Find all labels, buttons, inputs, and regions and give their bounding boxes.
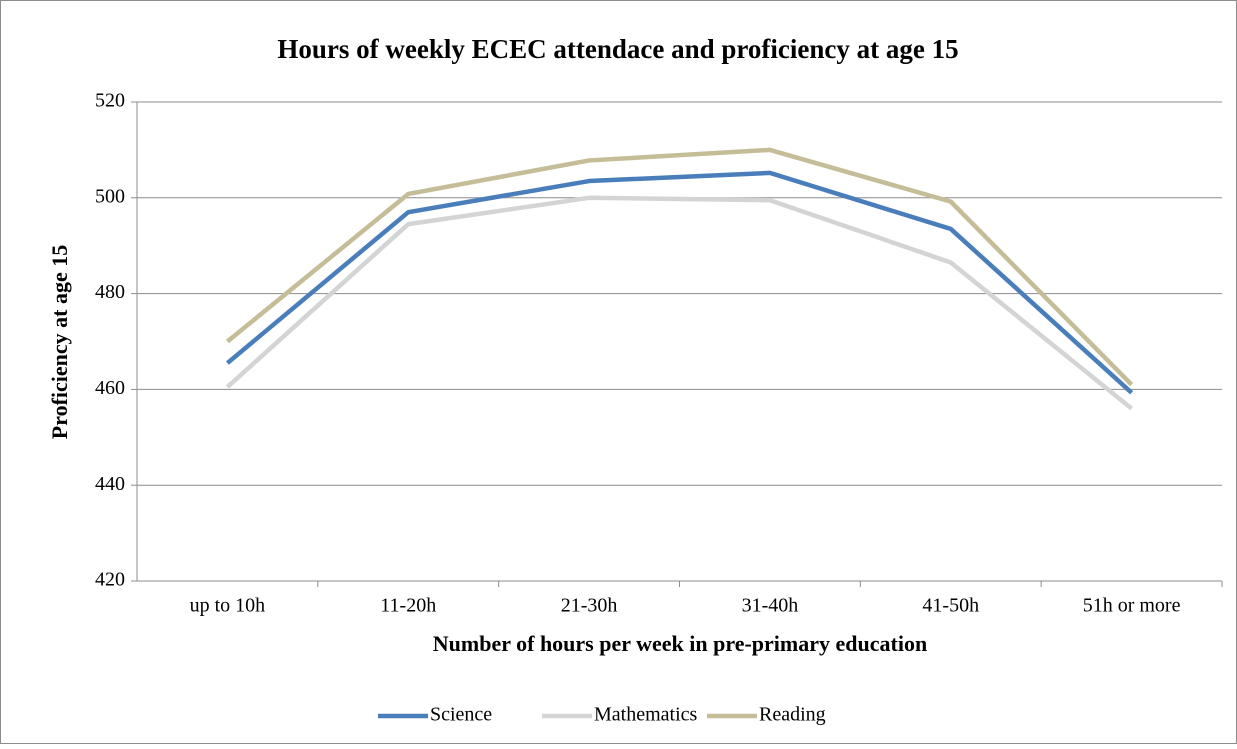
y-tick-label: 520 [95, 90, 125, 112]
y-tick-label: 480 [95, 281, 125, 303]
x-tick-label: 11-20h [380, 595, 436, 617]
y-tick-label: 500 [95, 185, 125, 207]
x-tick-label: 41-50h [922, 595, 979, 617]
y-tick-label: 420 [95, 569, 125, 591]
y-tick-label: 440 [95, 473, 125, 495]
series-line [225, 170, 1134, 395]
x-tick-label: 21-30h [561, 595, 618, 617]
x-axis-label: Number of hours per week in pre-primary … [433, 631, 927, 656]
y-axis-label: Proficiency at age 15 [47, 245, 72, 439]
legend-label: Mathematics [594, 704, 698, 726]
x-tick-label: 31-40h [742, 595, 799, 617]
legend-label: Reading [759, 704, 826, 726]
series-line [225, 147, 1134, 387]
x-tick-label: up to 10h [190, 595, 266, 617]
x-tick-label: 51h or more [1083, 595, 1181, 617]
legend-label: Science [430, 704, 492, 726]
chart-title: Hours of weekly ECEC attendace and profi… [277, 34, 958, 64]
series-line [225, 195, 1133, 411]
y-tick-label: 460 [95, 377, 125, 399]
